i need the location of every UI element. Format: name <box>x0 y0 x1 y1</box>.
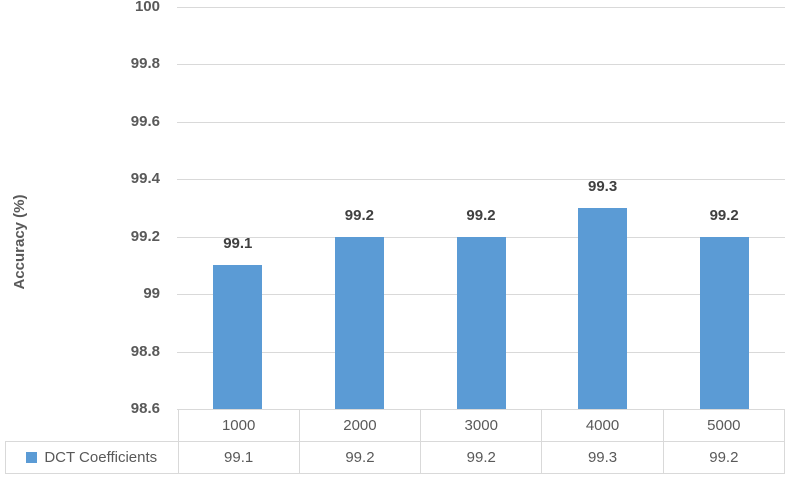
table-category-cell: 1000 <box>177 409 300 442</box>
y-tick-label: 98.8 <box>130 342 160 360</box>
y-tick-labels: 100 99.8 99.6 99.4 99.2 99 98.8 98.6 <box>0 0 160 478</box>
gridline <box>177 121 785 123</box>
bar-value-label: 99.2 <box>709 206 739 224</box>
bar <box>456 236 506 409</box>
table-category-cell: 3000 <box>420 409 543 442</box>
bar <box>334 236 384 409</box>
y-tick-label: 99 <box>143 285 160 303</box>
bar-value-label: 99.3 <box>587 178 618 195</box>
table-value-cell: 99.3 <box>541 441 664 474</box>
bar-value-label: 99.2 <box>466 206 496 224</box>
table-value-cell: 99.1 <box>177 441 300 474</box>
y-tick-label: 99.4 <box>130 170 160 188</box>
legend-key-icon <box>26 452 38 463</box>
y-tick-label: 98.6 <box>130 400 160 417</box>
table-value-cell: 99.2 <box>662 441 785 474</box>
bar <box>578 208 628 409</box>
y-tick-label: 99.6 <box>130 112 160 130</box>
bar-value-label: 99.1 <box>223 235 253 253</box>
table-value-cell: 99.2 <box>298 441 422 474</box>
table-category-cell: 4000 <box>541 409 664 442</box>
y-tick-label: 99.2 <box>130 227 160 245</box>
table-blank-cell <box>6 410 179 442</box>
bar-value-label: 99.2 <box>344 206 374 224</box>
bar <box>699 236 749 409</box>
data-table: 1000 2000 3000 4000 5000 DCT Coefficients 99.1… <box>5 409 785 474</box>
bar <box>213 265 263 409</box>
legend-label: DCT Coefficients <box>44 449 158 466</box>
table-category-cell: 2000 <box>298 409 422 442</box>
plot-area: 99.1 99.2 99.2 99.3 99.2 <box>177 7 785 410</box>
table-category-cell: 5000 <box>662 409 785 442</box>
legend-cell: DCT Coefficients <box>5 441 179 474</box>
y-tick-label: 99.8 <box>130 55 160 73</box>
y-tick-label: 100 <box>134 0 160 15</box>
gridline <box>177 64 785 66</box>
gridline <box>177 179 785 181</box>
table-value-cell: 99.2 <box>420 441 543 474</box>
gridline <box>177 7 785 8</box>
